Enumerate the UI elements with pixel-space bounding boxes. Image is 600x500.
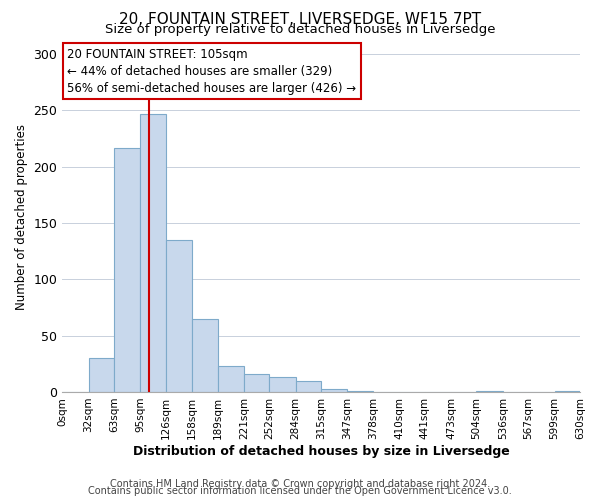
X-axis label: Distribution of detached houses by size in Liversedge: Distribution of detached houses by size …: [133, 444, 509, 458]
Bar: [218, 366, 244, 392]
Bar: [269, 378, 296, 392]
Bar: [114, 148, 140, 392]
Bar: [476, 391, 503, 392]
Text: Contains public sector information licensed under the Open Government Licence v3: Contains public sector information licen…: [88, 486, 512, 496]
Bar: [347, 391, 373, 392]
Bar: [89, 358, 114, 392]
Text: 20 FOUNTAIN STREET: 105sqm
← 44% of detached houses are smaller (329)
56% of sem: 20 FOUNTAIN STREET: 105sqm ← 44% of deta…: [67, 48, 356, 94]
Y-axis label: Number of detached properties: Number of detached properties: [15, 124, 28, 310]
Bar: [166, 240, 192, 392]
Bar: [244, 374, 269, 392]
Text: Contains HM Land Registry data © Crown copyright and database right 2024.: Contains HM Land Registry data © Crown c…: [110, 479, 490, 489]
Bar: [192, 318, 218, 392]
Bar: [140, 114, 166, 392]
Bar: [321, 388, 347, 392]
Text: Size of property relative to detached houses in Liversedge: Size of property relative to detached ho…: [105, 22, 495, 36]
Bar: [554, 391, 580, 392]
Bar: [296, 380, 321, 392]
Text: 20, FOUNTAIN STREET, LIVERSEDGE, WF15 7PT: 20, FOUNTAIN STREET, LIVERSEDGE, WF15 7P…: [119, 12, 481, 28]
